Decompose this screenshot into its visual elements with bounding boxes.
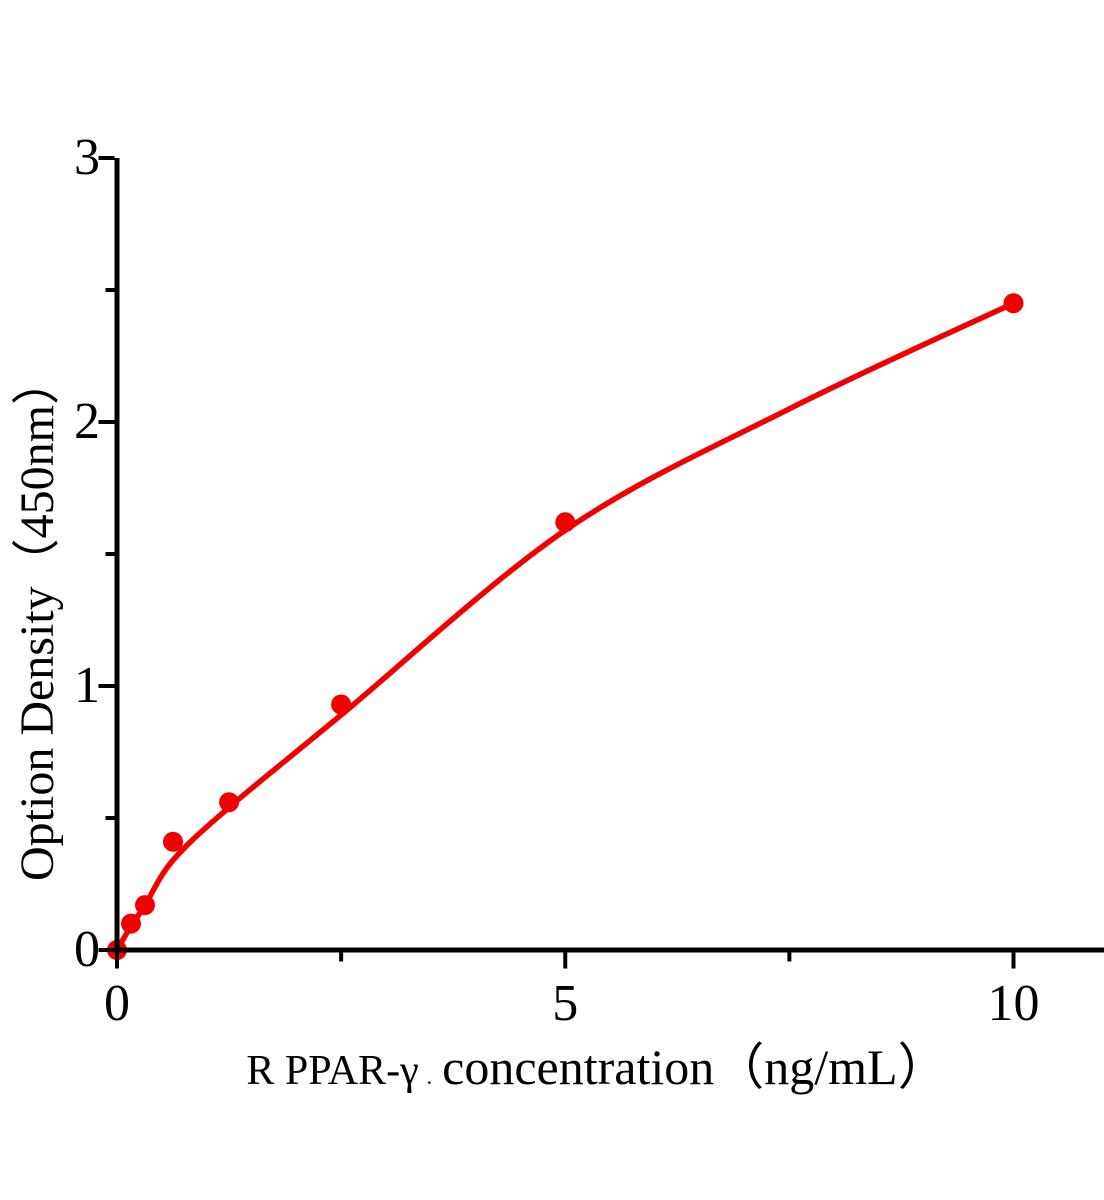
data-point-marker (331, 694, 352, 715)
standard-curve-line (114, 300, 1017, 953)
x-tick-label-5: 5 (552, 975, 579, 1032)
y-tick-label-2: 2 (74, 393, 100, 450)
y-tick-label-3: 3 (74, 129, 100, 186)
x-axis-title: R PPAR-γ. concentration（ng/mL） (90, 1032, 1104, 1102)
x-tick-label-0: 0 (104, 975, 130, 1032)
y-tick-label-1: 1 (74, 657, 100, 714)
data-point-marker (163, 831, 183, 852)
x-axis-title-separator-dot: . (426, 1064, 433, 1089)
x-axis-title-text: concentration（ng/mL） (442, 1039, 948, 1095)
data-point-marker (121, 913, 141, 934)
data-point-marker (219, 792, 240, 813)
data-point-marker (1003, 293, 1024, 314)
x-tick-label-10: 10 (987, 975, 1040, 1032)
data-point-marker (135, 895, 155, 916)
data-point-marker (555, 512, 576, 533)
x-axis-title-protein-name: R PPAR-γ (246, 1048, 419, 1094)
y-tick-label-0: 0 (74, 921, 100, 978)
